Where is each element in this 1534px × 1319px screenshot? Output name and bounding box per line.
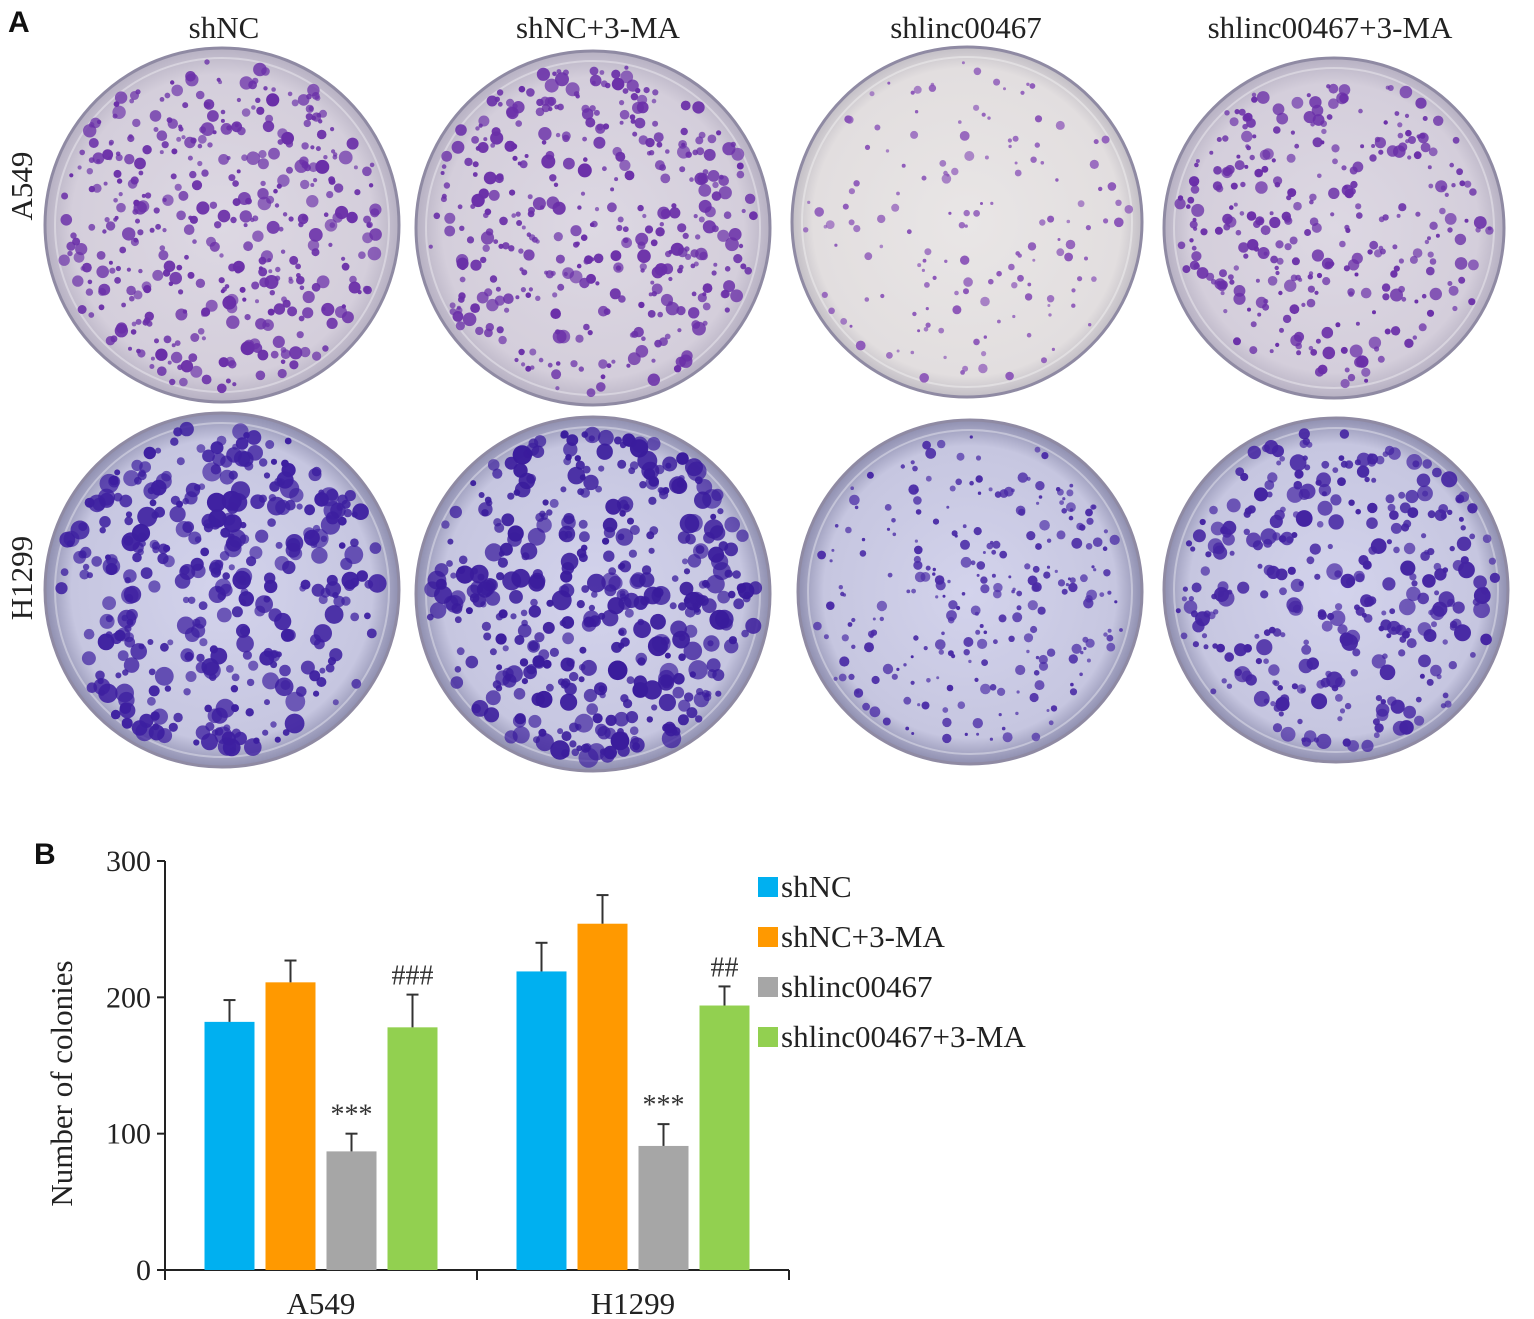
bar-a549-0	[204, 1021, 255, 1270]
y-tick-label: 0	[136, 1254, 151, 1287]
bar-a549-1	[265, 982, 316, 1270]
plate-h1299-shlinc00467	[796, 418, 1144, 766]
bar-a549-3	[387, 1027, 438, 1270]
legend-label: shNC+3-MA	[781, 919, 945, 954]
legend-label: shNC	[781, 869, 852, 904]
legend-swatch	[758, 877, 778, 897]
legend-label: shlinc00467	[781, 969, 933, 1004]
panel-b-letter: B	[34, 838, 56, 871]
colony-count-bar-chart: 0 100 200 300 Number of colonies A549 H1299 **…	[44, 845, 1026, 1319]
plate-h1299-shlinc00467-3ma	[1162, 416, 1510, 764]
plate-a549-shnc	[43, 46, 401, 404]
chart-bars: *** ### *** ##	[204, 894, 750, 1270]
chart-legend: shNC shNC+3-MA shlinc00467 shlinc00467+3-MA	[758, 869, 1026, 1054]
bar-h1299-1	[577, 923, 628, 1270]
plate-a549-shnc-3ma	[414, 49, 772, 407]
plate-h1299-shnc	[43, 411, 401, 769]
significance-label: ***	[331, 1100, 373, 1131]
significance-label: ##	[711, 952, 739, 983]
plate-h1299-shnc-3ma	[414, 415, 772, 773]
x-category-label: H1299	[591, 1286, 675, 1319]
column-label-shlinc00467: shlinc00467	[890, 10, 1042, 45]
significance-label: ###	[392, 961, 434, 992]
bar-a549-2	[326, 1151, 377, 1270]
y-tick-label: 200	[106, 981, 151, 1014]
bar-h1299-2	[638, 1145, 689, 1270]
chart-axes: 0 100 200 300 Number of colonies A549 H1299	[44, 845, 790, 1319]
x-category-label: A549	[287, 1286, 356, 1319]
plate-a549-shlinc00467-3ma	[1162, 56, 1506, 400]
legend-label: shlinc00467+3-MA	[781, 1019, 1026, 1054]
y-tick-label: 300	[106, 845, 151, 878]
plate-a549-shlinc00467	[790, 45, 1144, 399]
panel-a-letter: A	[8, 6, 30, 39]
column-label-shnc-3ma: shNC+3-MA	[516, 10, 680, 45]
y-axis-label: Number of colonies	[44, 960, 79, 1206]
legend-swatch	[758, 977, 778, 997]
bar-h1299-3	[699, 1005, 750, 1270]
legend-swatch	[758, 927, 778, 947]
significance-label: ***	[643, 1090, 685, 1121]
legend-swatch	[758, 1027, 778, 1047]
y-tick-label: 100	[106, 1118, 151, 1151]
column-label-shlinc00467-3ma: shlinc00467+3-MA	[1207, 10, 1453, 45]
bar-h1299-0	[516, 971, 567, 1270]
column-label-shnc: shNC	[188, 10, 260, 45]
colony-plates-image	[43, 45, 1510, 773]
